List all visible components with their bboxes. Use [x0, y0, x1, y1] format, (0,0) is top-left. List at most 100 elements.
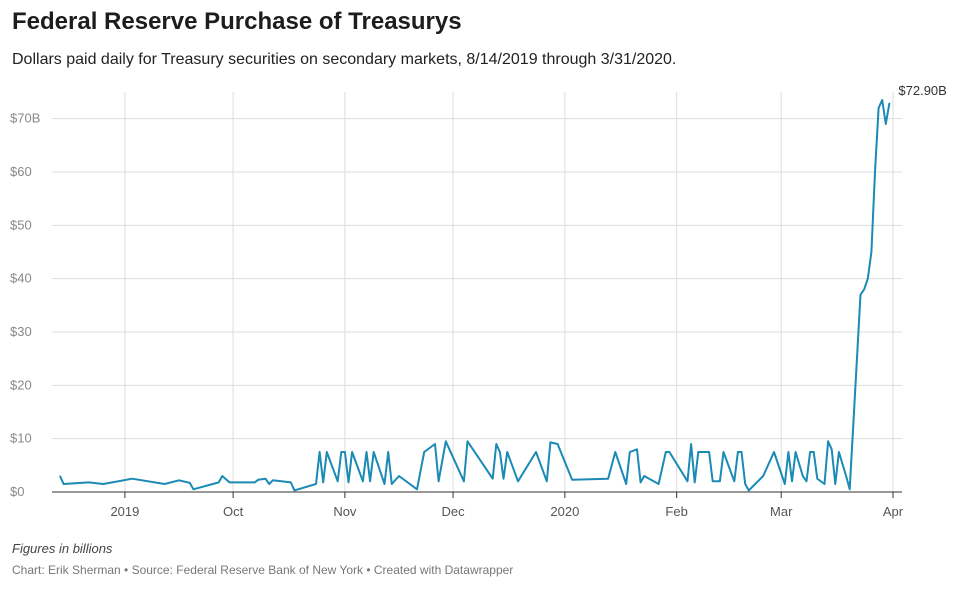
data-point — [228, 481, 231, 483]
x-tick-label: Apr — [883, 504, 904, 519]
data-point — [694, 481, 696, 483]
data-point — [264, 478, 267, 480]
data-point — [888, 102, 890, 104]
x-tick-label: Feb — [665, 504, 687, 519]
data-point — [383, 483, 386, 485]
data-point — [257, 479, 259, 481]
data-point — [722, 451, 725, 453]
x-tick-label: 2020 — [550, 504, 579, 519]
data-point — [686, 480, 689, 482]
data-point — [557, 443, 559, 445]
data-point — [733, 480, 735, 482]
data-point — [290, 481, 292, 483]
series-line — [59, 99, 891, 492]
data-point — [189, 482, 191, 484]
grid-lines — [52, 92, 902, 492]
data-point — [502, 478, 505, 480]
data-point — [517, 480, 519, 482]
data-point — [668, 451, 671, 453]
data-point — [831, 448, 833, 450]
data-point — [787, 451, 790, 453]
x-tick-label: Nov — [333, 504, 357, 519]
data-point — [268, 483, 270, 485]
y-tick-label: $30 — [10, 324, 32, 339]
data-point — [791, 480, 793, 482]
data-point — [740, 451, 743, 453]
data-point — [571, 479, 573, 481]
chart-byline: Chart: Erik Sherman • Source: Federal Re… — [12, 563, 514, 577]
y-tick-label: $60 — [10, 164, 32, 179]
y-tick-label: $0 — [10, 484, 24, 499]
data-point — [254, 481, 256, 483]
data-point — [838, 451, 840, 453]
chart-notes: Figures in billions — [12, 541, 113, 556]
data-point — [218, 481, 220, 483]
data-point — [362, 480, 364, 482]
data-point — [387, 451, 389, 453]
data-point — [192, 488, 195, 490]
data-point — [322, 481, 324, 483]
data-point — [809, 451, 811, 453]
data-point — [885, 123, 887, 125]
y-tick-label: $40 — [10, 271, 32, 286]
data-point — [337, 480, 339, 482]
data-point — [823, 483, 826, 485]
data-point — [877, 107, 880, 109]
data-point — [867, 278, 869, 280]
data-point — [63, 483, 65, 485]
end-value-label: $72.90B — [898, 83, 946, 98]
x-axis-ticks: 2019 Oct Nov Dec 2020 Feb Mar Apr — [110, 492, 904, 519]
data-point — [805, 480, 808, 482]
data-point — [748, 489, 750, 491]
data-point — [636, 448, 638, 450]
data-point — [665, 451, 667, 453]
data-point — [719, 480, 721, 482]
data-point — [629, 451, 631, 453]
y-tick-label: $20 — [10, 377, 32, 392]
data-point — [178, 479, 180, 481]
data-point — [658, 483, 660, 485]
x-tick-label: Mar — [770, 504, 793, 519]
data-point — [708, 451, 710, 453]
y-tick-label: $10 — [10, 431, 32, 446]
data-point — [445, 440, 447, 442]
chart-subtitle: Dollars paid daily for Treasury securiti… — [12, 51, 677, 68]
data-point — [499, 451, 501, 453]
data-point — [701, 451, 703, 453]
line-chart: $0$10$20$30$40$50$60$70B 2019 Oct Nov Dec 20… — [10, 83, 947, 519]
data-point — [351, 451, 353, 453]
data-point — [697, 451, 699, 453]
data-point — [834, 483, 836, 485]
data-point — [59, 475, 61, 477]
data-point — [340, 451, 342, 453]
data-point — [535, 451, 537, 453]
y-tick-label: $50 — [10, 217, 32, 232]
data-point — [607, 478, 609, 480]
data-point — [373, 451, 375, 453]
data-point — [870, 251, 872, 253]
data-point — [391, 483, 393, 485]
x-tick-label: Dec — [441, 504, 465, 519]
data-point — [495, 443, 497, 445]
data-point — [365, 451, 368, 453]
data-point — [744, 483, 746, 485]
data-point — [639, 481, 642, 483]
data-point — [466, 440, 469, 442]
data-point — [827, 440, 829, 442]
data-point — [784, 483, 786, 485]
data-point — [712, 480, 714, 482]
data-point — [319, 451, 321, 453]
data-point — [423, 451, 425, 453]
data-point — [347, 481, 350, 483]
data-point — [863, 288, 865, 290]
data-point — [614, 451, 616, 453]
data-point — [293, 489, 295, 491]
data-point — [272, 479, 274, 481]
chart-area: $0 $10 $20 $30 $40 $50 $60 $70B 2019 Oct Nov Dec 20… — [0, 80, 980, 530]
x-tick-label: Oct — [223, 504, 244, 519]
data-point — [398, 475, 400, 477]
data-point — [773, 451, 775, 453]
data-point — [625, 483, 627, 485]
data-point — [506, 451, 508, 453]
data-point — [102, 483, 104, 485]
